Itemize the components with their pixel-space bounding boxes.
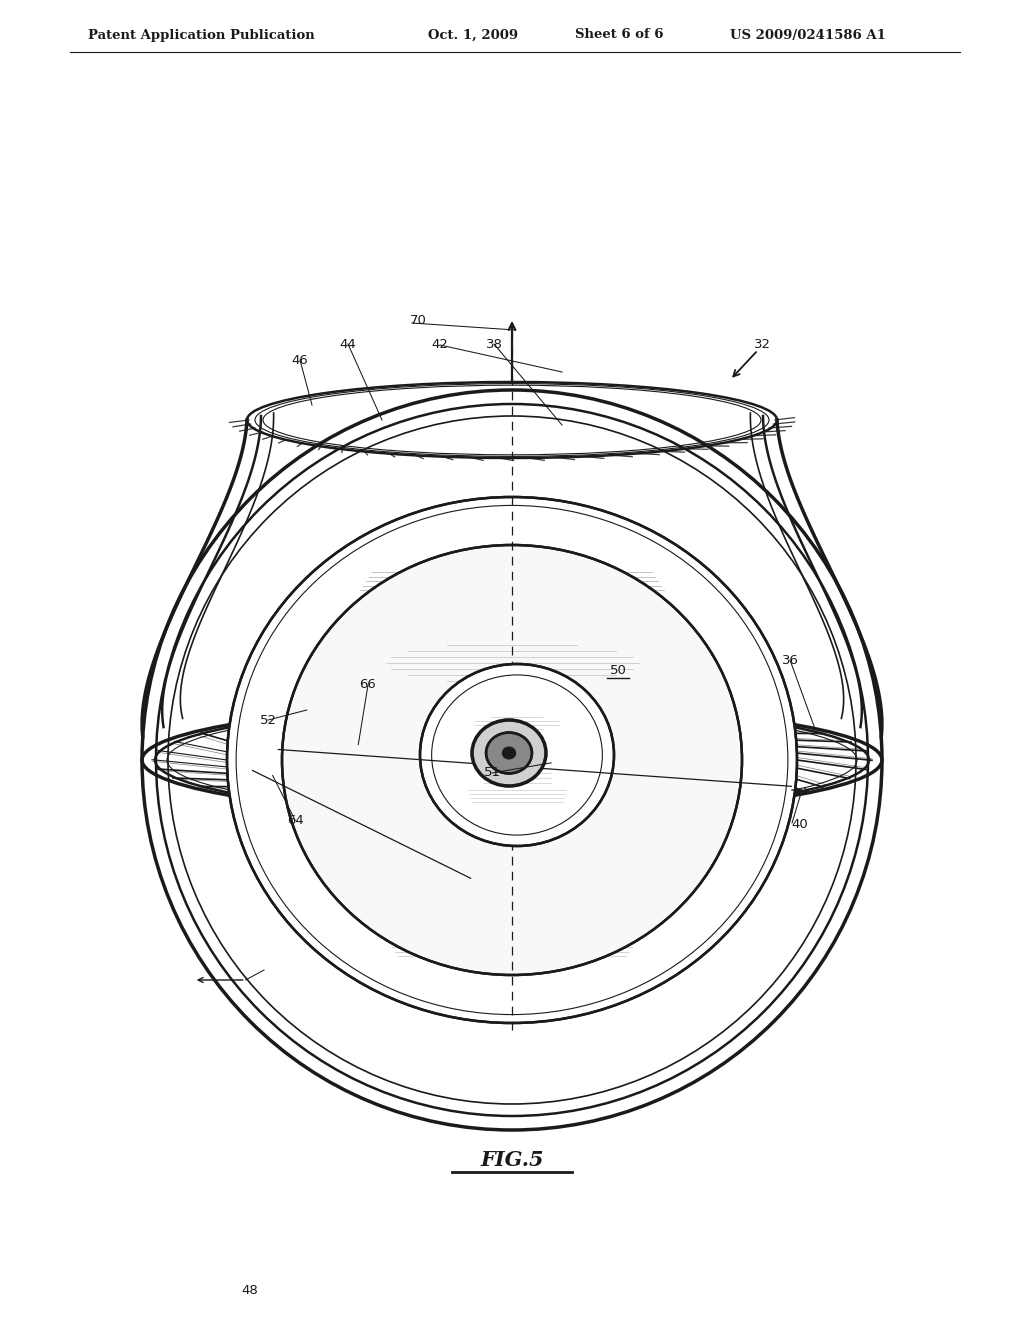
Ellipse shape bbox=[420, 664, 614, 846]
Text: 38: 38 bbox=[485, 338, 503, 351]
Ellipse shape bbox=[486, 733, 531, 774]
Text: 32: 32 bbox=[754, 338, 770, 351]
Ellipse shape bbox=[472, 719, 546, 785]
Text: Sheet 6 of 6: Sheet 6 of 6 bbox=[575, 29, 664, 41]
Ellipse shape bbox=[170, 418, 854, 1102]
Text: 52: 52 bbox=[259, 714, 276, 726]
Ellipse shape bbox=[503, 747, 516, 759]
Text: US 2009/0241586 A1: US 2009/0241586 A1 bbox=[730, 29, 886, 41]
Text: 36: 36 bbox=[781, 653, 799, 667]
Text: 44: 44 bbox=[340, 338, 356, 351]
Text: FIG.5: FIG.5 bbox=[480, 1150, 544, 1170]
Text: 50: 50 bbox=[609, 664, 627, 676]
Text: 51: 51 bbox=[483, 767, 501, 780]
Text: 64: 64 bbox=[287, 813, 303, 826]
Text: 46: 46 bbox=[292, 354, 308, 367]
Text: 42: 42 bbox=[431, 338, 449, 351]
Text: 40: 40 bbox=[792, 818, 808, 832]
Ellipse shape bbox=[142, 389, 882, 1130]
Text: 70: 70 bbox=[410, 314, 426, 326]
Text: 66: 66 bbox=[359, 678, 377, 692]
Text: Patent Application Publication: Patent Application Publication bbox=[88, 29, 314, 41]
Ellipse shape bbox=[227, 498, 797, 1023]
Text: Oct. 1, 2009: Oct. 1, 2009 bbox=[428, 29, 518, 41]
Ellipse shape bbox=[282, 545, 742, 975]
Text: 48: 48 bbox=[242, 1283, 258, 1296]
